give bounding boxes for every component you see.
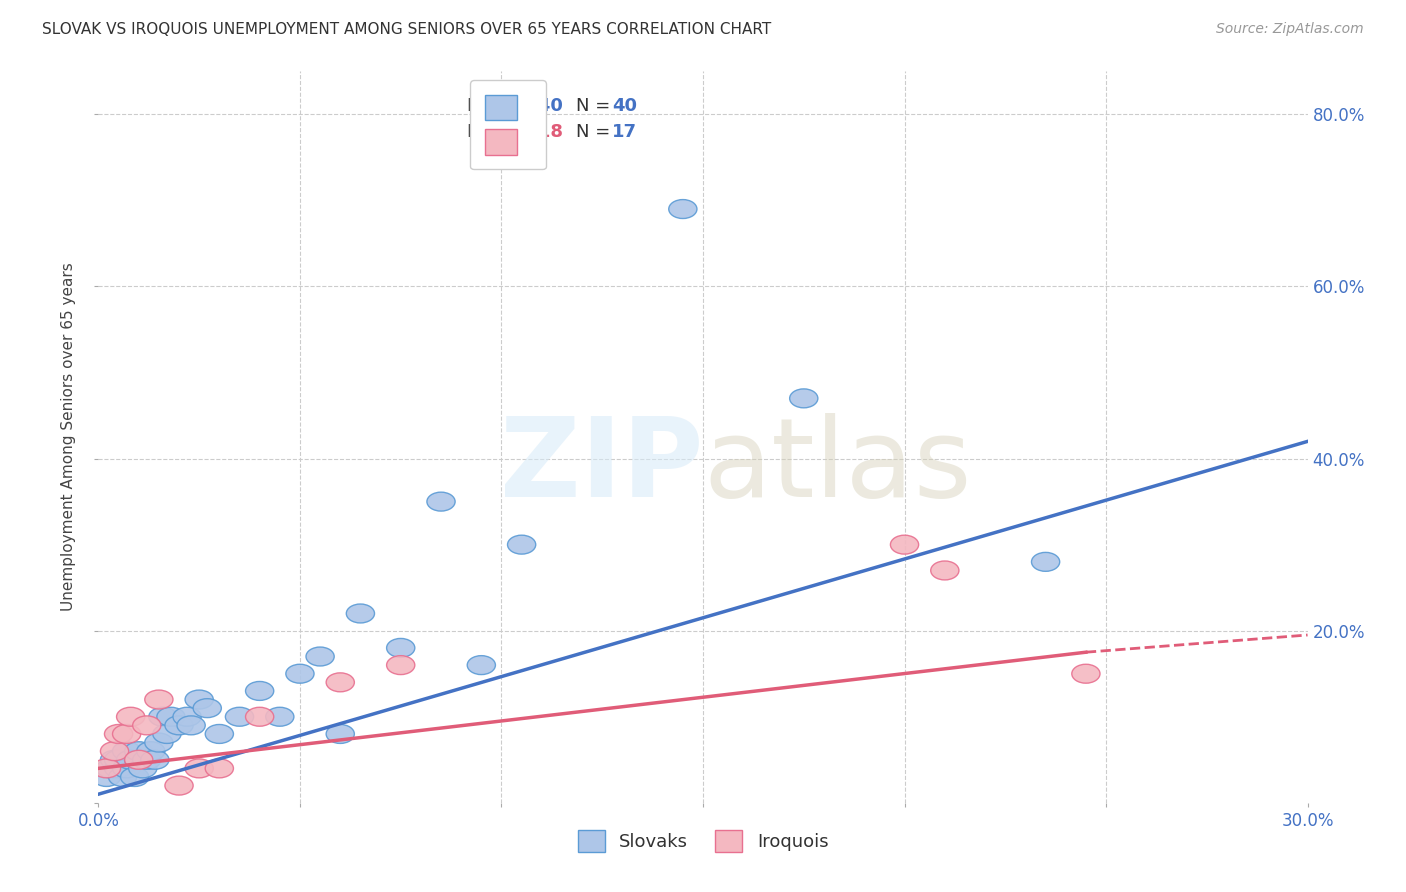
Ellipse shape <box>346 604 374 623</box>
Text: 40: 40 <box>613 97 637 115</box>
Ellipse shape <box>125 750 153 769</box>
Legend: , : , <box>470 80 546 169</box>
Ellipse shape <box>117 707 145 726</box>
Ellipse shape <box>1071 665 1099 683</box>
Ellipse shape <box>266 707 294 726</box>
Ellipse shape <box>387 656 415 674</box>
Ellipse shape <box>186 759 214 778</box>
Ellipse shape <box>246 681 274 700</box>
Ellipse shape <box>186 690 214 709</box>
Ellipse shape <box>100 750 129 769</box>
Ellipse shape <box>104 724 132 743</box>
Ellipse shape <box>125 750 153 769</box>
Ellipse shape <box>387 639 415 657</box>
Ellipse shape <box>104 759 132 778</box>
Ellipse shape <box>1032 552 1060 571</box>
Ellipse shape <box>117 750 145 769</box>
Ellipse shape <box>285 665 314 683</box>
Text: 0.540: 0.540 <box>506 97 562 115</box>
Ellipse shape <box>132 750 160 769</box>
Ellipse shape <box>326 724 354 743</box>
Ellipse shape <box>97 759 125 778</box>
Ellipse shape <box>205 724 233 743</box>
Ellipse shape <box>307 647 335 666</box>
Text: R =: R = <box>467 122 506 141</box>
Text: Source: ZipAtlas.com: Source: ZipAtlas.com <box>1216 22 1364 37</box>
Text: atlas: atlas <box>703 413 972 520</box>
Ellipse shape <box>112 724 141 743</box>
Ellipse shape <box>136 742 165 761</box>
Text: 17: 17 <box>613 122 637 141</box>
Ellipse shape <box>508 535 536 554</box>
Ellipse shape <box>149 707 177 726</box>
Ellipse shape <box>193 698 221 717</box>
Ellipse shape <box>427 492 456 511</box>
Ellipse shape <box>890 535 918 554</box>
Ellipse shape <box>112 742 141 761</box>
Text: SLOVAK VS IROQUOIS UNEMPLOYMENT AMONG SENIORS OVER 65 YEARS CORRELATION CHART: SLOVAK VS IROQUOIS UNEMPLOYMENT AMONG SE… <box>42 22 772 37</box>
Ellipse shape <box>112 759 141 778</box>
Ellipse shape <box>93 767 121 787</box>
Y-axis label: Unemployment Among Seniors over 65 years: Unemployment Among Seniors over 65 years <box>60 263 76 611</box>
Ellipse shape <box>790 389 818 408</box>
Ellipse shape <box>246 707 274 726</box>
Ellipse shape <box>145 690 173 709</box>
Ellipse shape <box>141 750 169 769</box>
Ellipse shape <box>129 759 157 778</box>
Text: N =: N = <box>576 97 616 115</box>
Text: R =: R = <box>467 97 506 115</box>
Ellipse shape <box>165 776 193 795</box>
Ellipse shape <box>100 742 129 761</box>
Text: N =: N = <box>576 122 616 141</box>
Ellipse shape <box>108 767 136 787</box>
Ellipse shape <box>173 707 201 726</box>
Ellipse shape <box>153 724 181 743</box>
Ellipse shape <box>121 767 149 787</box>
Ellipse shape <box>104 750 132 769</box>
Ellipse shape <box>132 716 160 735</box>
Ellipse shape <box>225 707 253 726</box>
Ellipse shape <box>157 707 186 726</box>
Text: ZIP: ZIP <box>499 413 703 520</box>
Ellipse shape <box>125 742 153 761</box>
Text: 0.518: 0.518 <box>506 122 562 141</box>
Ellipse shape <box>326 673 354 692</box>
Ellipse shape <box>145 733 173 752</box>
Ellipse shape <box>165 716 193 735</box>
Ellipse shape <box>93 759 121 778</box>
Ellipse shape <box>931 561 959 580</box>
Ellipse shape <box>205 759 233 778</box>
Ellipse shape <box>467 656 495 674</box>
Ellipse shape <box>177 716 205 735</box>
Ellipse shape <box>669 200 697 219</box>
